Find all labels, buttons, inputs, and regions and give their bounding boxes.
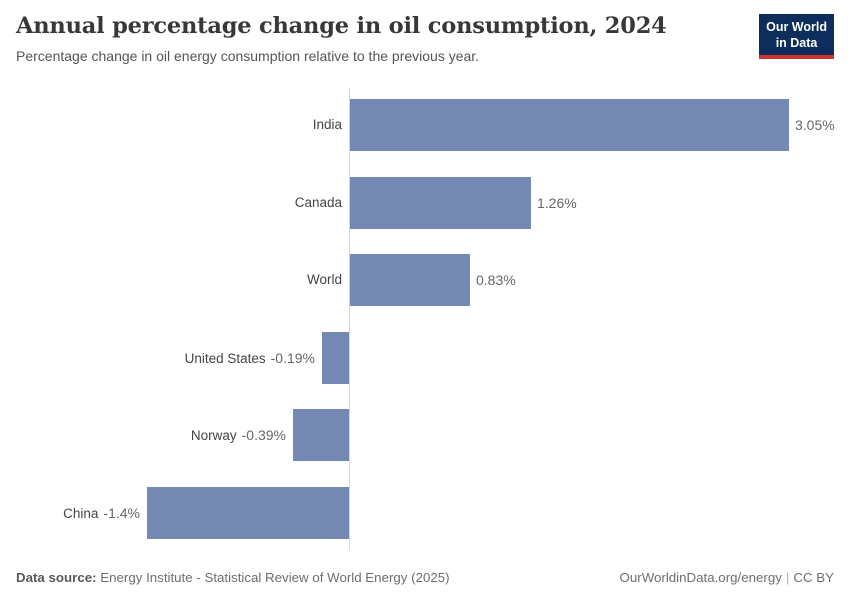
owid-url-link[interactable]: OurWorldinData.org/energy xyxy=(619,570,782,585)
bar-world[interactable] xyxy=(350,254,470,306)
chart-title: Annual percentage change in oil consumpt… xyxy=(16,13,667,39)
owid-logo[interactable]: Our World in Data xyxy=(759,14,834,59)
data-source-label: Data source: xyxy=(16,570,97,585)
value-label-canada: 1.26% xyxy=(537,195,577,211)
bar-norway[interactable] xyxy=(293,409,349,461)
license-label: CC BY xyxy=(793,570,834,585)
category-label-china: China -1.4% xyxy=(0,487,140,540)
value-label-india: 3.05% xyxy=(795,117,835,133)
value-label-norway: -0.39% xyxy=(241,427,286,443)
category-name: China xyxy=(63,506,99,521)
value-label-world: 0.83% xyxy=(476,272,516,288)
zero-axis-line xyxy=(349,88,350,550)
value-label-china: -1.4% xyxy=(103,505,140,521)
data-source: Data source: Energy Institute - Statisti… xyxy=(16,570,450,585)
footer-separator: | xyxy=(785,570,790,585)
bar-canada[interactable] xyxy=(350,177,531,229)
category-label-united-states: United States -0.19% xyxy=(0,332,315,385)
category-name: Norway xyxy=(190,428,237,443)
bar-india[interactable] xyxy=(350,99,789,151)
category-label-norway: Norway -0.39% xyxy=(0,409,286,462)
bar-united-states[interactable] xyxy=(322,332,349,384)
category-label-world: World xyxy=(306,272,342,287)
owid-logo-line2: in Data xyxy=(775,36,818,50)
bar-chart: 3.05% India 1.26% Canada 0.83% World United St… xyxy=(0,88,850,550)
bar-china[interactable] xyxy=(147,487,349,539)
category-name: United States xyxy=(184,351,266,366)
footer-attribution: OurWorldinData.org/energy | CC BY xyxy=(620,570,834,585)
data-source-text: Energy Institute - Statistical Review of… xyxy=(96,570,450,585)
chart-subtitle: Percentage change in oil energy consumpt… xyxy=(16,48,480,64)
chart-footer: Data source: Energy Institute - Statisti… xyxy=(16,570,834,585)
owid-logo-line1: Our World xyxy=(766,20,827,34)
chart-header: Annual percentage change in oil consumpt… xyxy=(16,13,834,65)
category-label-india: India xyxy=(312,117,342,132)
category-label-canada: Canada xyxy=(294,195,342,210)
value-label-united-states: -0.19% xyxy=(270,350,315,366)
